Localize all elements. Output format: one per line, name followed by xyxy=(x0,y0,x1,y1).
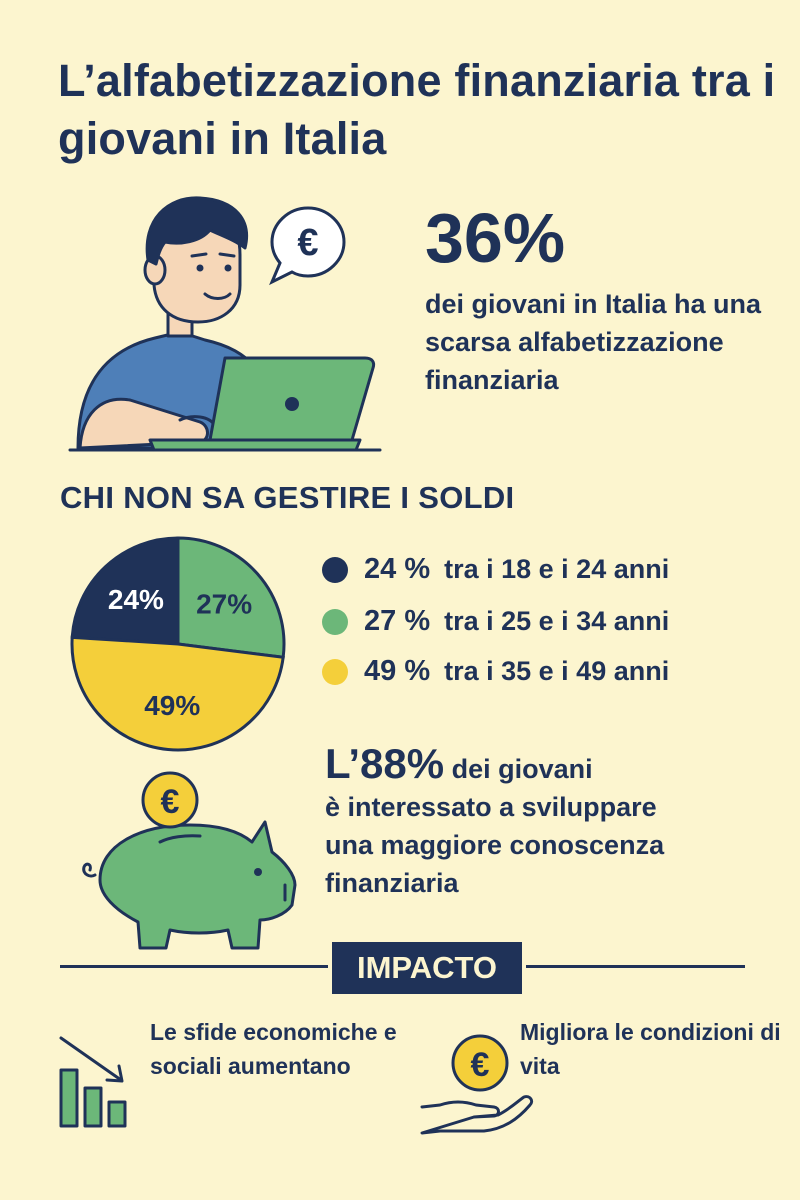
impact-heading: IMPACTO xyxy=(328,938,526,998)
interest-line2: è interessato a sviluppare xyxy=(325,792,657,822)
legend-label-1: tra i 18 e i 24 anni xyxy=(444,554,670,584)
interest-statement: L’88% dei giovani è interessato a svilup… xyxy=(325,743,785,902)
legend-item-2: 27 % tra i 25 e i 34 anni xyxy=(322,605,669,638)
impact-item-living-conditions: Migliora le condizioni di vita xyxy=(520,1019,781,1079)
person-laptop-illustration: € xyxy=(68,196,382,452)
impact-item-challenges: Le sfide economiche e sociali aumentano xyxy=(150,1019,397,1079)
euro-speech-bubble-icon xyxy=(269,206,346,286)
pie-slice-label-2: 27% xyxy=(196,588,252,619)
legend-value-2: 27 % xyxy=(364,605,431,637)
legend-dot-1 xyxy=(322,556,348,583)
section-title: CHI NON SA GESTIRE I SOLDI xyxy=(60,480,515,515)
legend-item-3: 49 % tra i 35 e i 49 anni xyxy=(322,655,669,688)
legend-label-2: tra i 25 e i 34 anni xyxy=(444,606,670,636)
piggy-bank-illustration: € xyxy=(82,771,297,950)
euro-symbol: € xyxy=(297,222,318,264)
euro-symbol: € xyxy=(471,1046,490,1084)
pie-slice-3 xyxy=(70,635,285,752)
page-title: L’alfabetizzazione finanziaria tra i gio… xyxy=(58,55,776,164)
pie-slice-label-1: 24% xyxy=(108,584,164,615)
legend-value-1: 24 % xyxy=(364,553,431,585)
interest-pct: L’88% xyxy=(325,740,445,787)
legend-value-3: 49 % xyxy=(364,655,431,687)
interest-line3: una maggiore conoscenza xyxy=(325,830,665,860)
hero-stat-description: dei giovani in Italia ha una scarsa alfa… xyxy=(425,289,762,395)
legend-label-3: tra i 35 e i 49 anni xyxy=(444,656,670,686)
interest-line4: finanziaria xyxy=(325,868,459,898)
euro-coin-icon xyxy=(141,771,199,829)
legend-item-1: 24 % tra i 18 e i 24 anni xyxy=(322,553,669,586)
hero-stat: 36% xyxy=(425,199,566,277)
declining-chart-icon xyxy=(59,1036,127,1128)
pie-slice-1 xyxy=(70,536,180,646)
pie-slice-label-3: 49% xyxy=(144,690,200,721)
hand-coin-icon: € xyxy=(420,1034,534,1135)
interest-line1: dei giovani xyxy=(444,754,593,784)
legend-dot-2 xyxy=(322,608,348,635)
euro-symbol: € xyxy=(161,783,180,821)
legend-dot-3 xyxy=(322,658,348,685)
pie-slice-2 xyxy=(176,536,286,659)
age-pie-chart: 24% 27% 49% xyxy=(70,536,286,752)
